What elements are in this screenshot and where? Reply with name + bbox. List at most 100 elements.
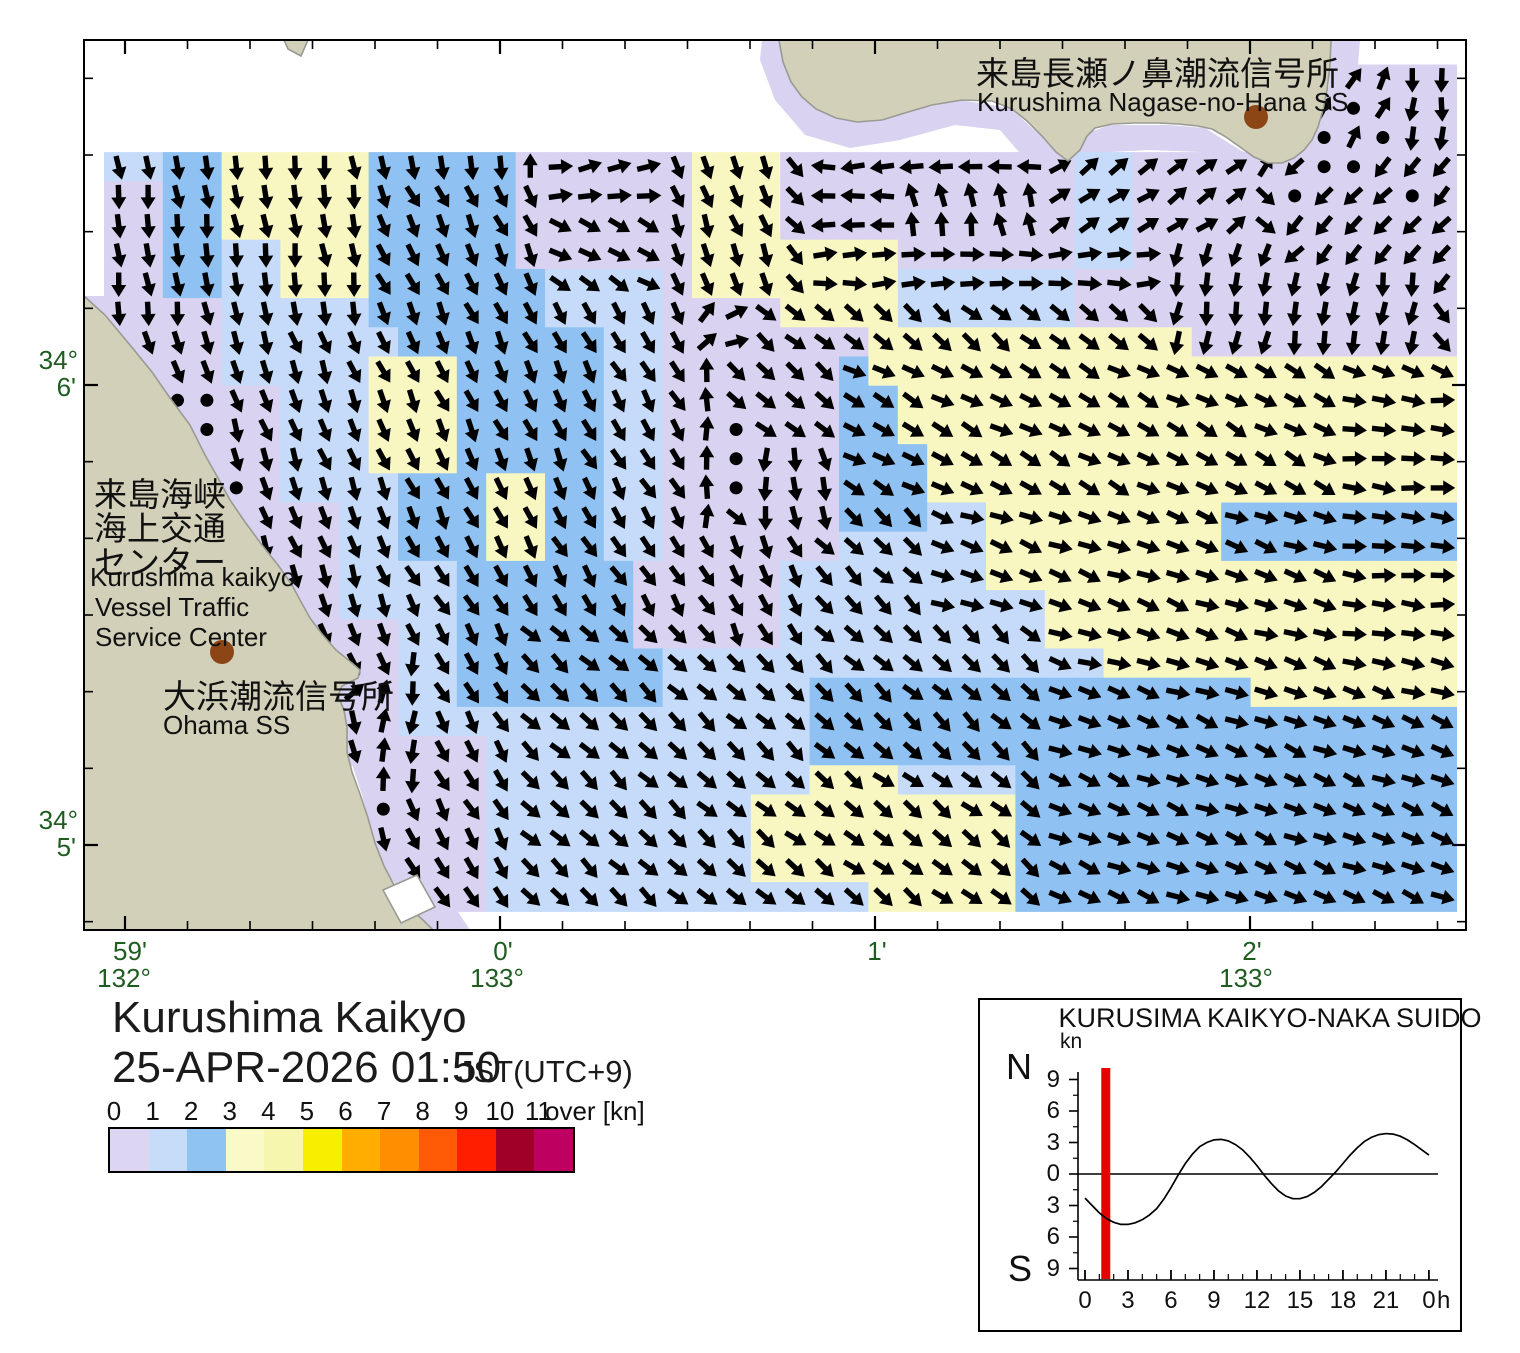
colorbar-segment-5 [302, 1129, 342, 1171]
weak-current-dot [200, 423, 214, 436]
lat-label-deg-5: 34° [38, 805, 78, 835]
tide-x-tick-label: 0 [1422, 1287, 1436, 1314]
weak-current-dot [1347, 101, 1360, 115]
map-frame [83, 39, 1467, 931]
tide-chart-north-label: N [1006, 1046, 1032, 1087]
colorbar-segment-4 [264, 1129, 304, 1171]
tide-y-tick-label: 6 [1046, 1223, 1060, 1250]
colorbar-tick-label: 5 [299, 1096, 315, 1126]
label-vts-jp-2: 海上交通 [94, 510, 226, 547]
label-nagase-en: Kurushima Nagase-no-Hana SS [977, 87, 1349, 117]
weak-current-dot [729, 452, 743, 466]
colorbar-segment-1 [148, 1129, 188, 1171]
lon-label-min-0: 0' [493, 936, 513, 966]
colorbar-tick-label: 3 [222, 1096, 237, 1126]
tide-chart-panel [978, 998, 1462, 1332]
land-left-coast [83, 294, 435, 931]
colorbar-tick-label: 2 [183, 1096, 199, 1126]
label-vts-jp-3: センター [94, 544, 226, 581]
map-datetime: 25-APR-2026 01:50 [112, 1043, 501, 1092]
lon-label-deg-133b: 133° [1219, 963, 1273, 993]
tide-x-tick-label: 0 [1078, 1287, 1092, 1314]
colorbar-segment-3 [225, 1129, 265, 1171]
map-axis-ticks [84, 40, 1466, 930]
weak-current-dot [729, 481, 743, 495]
colorbar-tick-label: 0 [106, 1096, 122, 1126]
lon-label-min-1: 1' [867, 936, 887, 966]
label-vts-en-2: Vessel Traffic [95, 592, 250, 622]
colorbar-tick-label: 10 [485, 1096, 515, 1126]
tide-chart-south-label: S [1008, 1248, 1033, 1289]
current-speed-cells [104, 64, 1457, 912]
label-vts-en-1: Kurushima kaikyo [90, 562, 296, 592]
tide-chart [1069, 1068, 1438, 1281]
colorbar-over-label: over [kn] [545, 1096, 645, 1126]
colorbar-tick-label: 4 [261, 1096, 276, 1126]
weak-current-dot [200, 393, 214, 407]
colorbar-segment-6 [341, 1129, 381, 1171]
tide-chart-title: KURUSIMA KAIKYO-NAKA SUIDO [1058, 1003, 1482, 1033]
tide-x-tick-label: 18 [1329, 1287, 1357, 1314]
tide-y-tick-label: 6 [1046, 1097, 1060, 1124]
lon-label-min-2: 2' [1242, 936, 1262, 966]
lat-label-deg-6: 34° [38, 345, 78, 375]
lon-label-deg-132: 132° [97, 963, 151, 993]
tide-y-tick-label: 3 [1046, 1128, 1060, 1156]
tide-x-tick-label: 3 [1121, 1287, 1135, 1314]
colorbar-segment-0 [110, 1129, 150, 1171]
colorbar-tick-label: 11 [524, 1096, 552, 1126]
colorbar-tick-label: 7 [376, 1096, 392, 1126]
weak-current-dot [1347, 160, 1360, 174]
tide-x-tick-label: 15 [1286, 1287, 1314, 1314]
pier [381, 873, 437, 925]
station-dot-ohama-ss [210, 640, 234, 664]
lat-label-min-6: 6' [56, 372, 76, 402]
tide-x-tick-label: 9 [1207, 1287, 1221, 1314]
tide-y-tick-label: 0 [1046, 1160, 1060, 1187]
label-ohama-jp: 大浜潮流信号所 [163, 678, 394, 715]
tide-x-tick-label: 12 [1243, 1287, 1271, 1314]
colorbar-segment-9 [457, 1129, 497, 1171]
colorbar-segment-11 [534, 1129, 574, 1171]
weak-current-dot [1288, 189, 1302, 203]
tide-x-tick-label: 6 [1164, 1287, 1178, 1314]
land-layer [83, 39, 1332, 931]
tide-curve [1084, 1132, 1430, 1226]
tide-chart-hours-suffix: h [1437, 1287, 1451, 1314]
station-dot-nagase-no-hana-ss [1244, 105, 1268, 129]
speed-colorbar [108, 1127, 575, 1173]
colorbar-segment-2 [187, 1129, 227, 1171]
land-islet [282, 39, 310, 58]
label-nagase-jp: 来島長瀬ノ鼻潮流信号所 [976, 55, 1339, 92]
colorbar-tick-label: 8 [415, 1096, 430, 1126]
colorbar-tick-label: 1 [145, 1096, 160, 1126]
label-ohama-en: Ohama SS [163, 710, 291, 740]
map-title: Kurushima Kaikyo [112, 993, 467, 1042]
tide-y-tick-label: 9 [1046, 1254, 1060, 1282]
label-vts-jp-1: 来島海峡 [94, 476, 226, 513]
tide-chart-unit-label: kn [1060, 1030, 1083, 1053]
weak-current-dot [1376, 131, 1390, 144]
colorbar-segment-8 [418, 1129, 458, 1171]
lon-label-min-59: 59' [113, 936, 147, 966]
weak-current-dot [1317, 160, 1331, 174]
colorbar-tick-label: 6 [338, 1096, 353, 1126]
weak-current-dot [376, 802, 390, 816]
map-timezone: JST(UTC+9) [458, 1054, 633, 1089]
colorbar-tick-label: 9 [454, 1096, 469, 1126]
tide-x-tick-label: 21 [1372, 1287, 1400, 1314]
weak-current-dot [1317, 131, 1331, 144]
tide-y-tick-label: 3 [1046, 1191, 1060, 1219]
weak-current-dot [229, 481, 243, 495]
label-vts-en-3: Service Center [95, 622, 267, 652]
weak-current-dot [729, 423, 743, 436]
lon-label-deg-133a: 133° [470, 963, 524, 993]
colorbar-segment-7 [380, 1129, 420, 1171]
lat-label-min-5: 5' [56, 832, 76, 862]
weak-current-dot [1405, 189, 1419, 203]
land-top-right [778, 39, 1332, 164]
colorbar-segment-10 [495, 1129, 535, 1171]
tide-y-tick-label: 9 [1046, 1065, 1060, 1093]
